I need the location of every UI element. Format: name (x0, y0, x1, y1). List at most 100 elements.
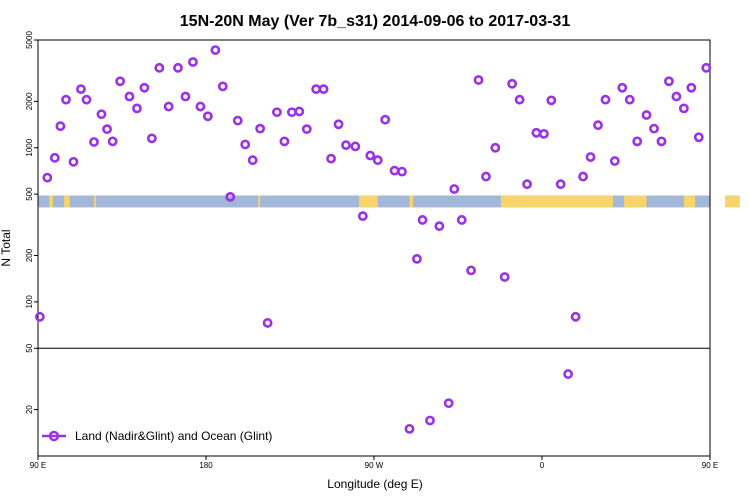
data-point (593, 120, 603, 131)
data-point (425, 415, 435, 426)
data-point (649, 123, 659, 134)
data-point (311, 84, 322, 95)
y-tick-label: 20 (25, 405, 34, 414)
data-point (115, 76, 126, 87)
data-point (124, 91, 135, 102)
x-tick-label: 90 E (30, 461, 46, 470)
x-axis: 90 E 180 90 W 0 90 E (30, 456, 718, 470)
data-point (68, 156, 79, 167)
x-tick-label: 90 E (702, 461, 718, 470)
land-segment (683, 195, 696, 208)
land-segment (64, 195, 70, 208)
data-point (531, 127, 542, 138)
data-point (443, 398, 454, 409)
data-point (671, 91, 682, 102)
data-point (89, 137, 99, 147)
data-point (499, 272, 510, 282)
data-point (412, 254, 422, 264)
land-segment (49, 195, 53, 208)
data-point (397, 166, 407, 177)
data-point (255, 123, 266, 134)
y-tick-label: 5000 (25, 31, 34, 49)
land-segment (724, 195, 740, 208)
data-point (380, 114, 391, 125)
data-point (333, 119, 344, 130)
data-point (210, 45, 221, 55)
data-point (357, 211, 368, 222)
data-point (301, 124, 312, 135)
land-mask-band (38, 195, 740, 208)
legend-label: Land (Nadir&Glint) and Ocean (Glint) (75, 429, 272, 443)
land-segment (624, 195, 647, 208)
data-point (217, 81, 228, 92)
data-point (538, 128, 549, 139)
y-tick-label: 2000 (25, 92, 34, 110)
y-tick-label: 500 (25, 187, 34, 201)
data-point (664, 76, 674, 87)
data-point (456, 215, 467, 225)
data-point (55, 121, 66, 132)
data-point (163, 101, 174, 112)
data-point (154, 62, 165, 73)
data-point (449, 184, 460, 194)
data-point (632, 136, 643, 147)
data-point (294, 106, 305, 117)
y-tick-label: 50 (25, 343, 34, 352)
x-tick-label: 90 W (365, 461, 384, 470)
x-tick-label: 0 (540, 461, 545, 470)
data-point (417, 215, 428, 225)
data-point (202, 111, 213, 122)
data-point (617, 82, 628, 93)
data-point (656, 136, 667, 147)
x-tick-label: 180 (199, 461, 213, 470)
data-point (600, 94, 611, 105)
data-point (49, 152, 60, 163)
data-point (434, 221, 445, 232)
x-axis-label: Longitude (deg E) (327, 477, 422, 491)
data-point (389, 165, 400, 176)
data-point (318, 84, 329, 95)
legend: Land (Nadir&Glint) and Ocean (Glint) (42, 429, 272, 443)
data-point (286, 107, 297, 118)
data-point (514, 94, 525, 105)
data-point (225, 191, 236, 202)
data-point (546, 95, 557, 106)
data-point (96, 109, 107, 120)
data-points (34, 45, 712, 434)
data-point (686, 82, 697, 93)
data-point (247, 155, 258, 166)
data-point (173, 62, 183, 73)
data-point (350, 141, 361, 152)
data-point (42, 172, 53, 183)
data-point (404, 423, 415, 434)
data-point (341, 140, 351, 151)
data-point (641, 110, 652, 120)
y-axis: 20 50 100 200 500 1000 2000 5000 (25, 31, 38, 414)
data-point (481, 171, 491, 182)
data-point (107, 136, 118, 147)
legend-marker (48, 430, 60, 442)
data-point (372, 155, 383, 166)
data-point (585, 152, 596, 162)
data-point (678, 103, 689, 114)
data-point (232, 115, 243, 126)
data-point (76, 84, 86, 95)
data-point (272, 107, 282, 118)
data-point (522, 179, 532, 190)
data-point (34, 311, 45, 322)
data-point (555, 179, 566, 190)
data-point (188, 57, 198, 67)
land-segment (409, 195, 414, 208)
data-point (81, 94, 92, 105)
data-point (262, 318, 273, 328)
data-point (279, 136, 290, 147)
data-point (578, 171, 588, 182)
chart-title: 15N-20N May (Ver 7b_s31) 2014-09-06 to 2… (180, 13, 571, 30)
data-point (326, 153, 336, 164)
y-tick-label: 1000 (25, 138, 34, 156)
land-segment (258, 195, 261, 208)
data-point (146, 133, 157, 144)
data-point (102, 124, 112, 135)
data-point (139, 82, 150, 93)
